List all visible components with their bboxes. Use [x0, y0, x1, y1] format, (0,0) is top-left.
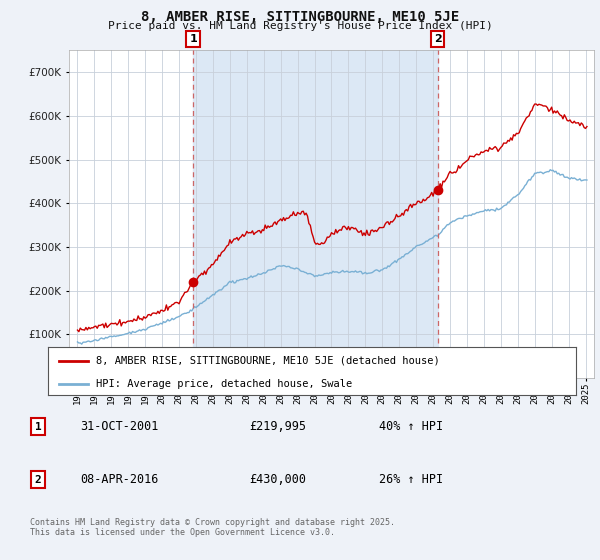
Text: £430,000: £430,000 [250, 473, 307, 486]
Text: HPI: Average price, detached house, Swale: HPI: Average price, detached house, Swal… [95, 379, 352, 389]
Text: Contains HM Land Registry data © Crown copyright and database right 2025.
This d: Contains HM Land Registry data © Crown c… [30, 518, 395, 538]
Text: 31-OCT-2001: 31-OCT-2001 [80, 420, 159, 433]
Text: 1: 1 [189, 34, 197, 44]
Text: Price paid vs. HM Land Registry's House Price Index (HPI): Price paid vs. HM Land Registry's House … [107, 21, 493, 31]
Bar [193, 50, 437, 378]
Text: 2: 2 [35, 475, 41, 485]
Text: 1: 1 [35, 422, 41, 432]
Text: £219,995: £219,995 [250, 420, 307, 433]
Text: 8, AMBER RISE, SITTINGBOURNE, ME10 5JE: 8, AMBER RISE, SITTINGBOURNE, ME10 5JE [141, 10, 459, 24]
Text: 08-APR-2016: 08-APR-2016 [80, 473, 159, 486]
Text: 40% ↑ HPI: 40% ↑ HPI [379, 420, 443, 433]
Text: 26% ↑ HPI: 26% ↑ HPI [379, 473, 443, 486]
Text: 8, AMBER RISE, SITTINGBOURNE, ME10 5JE (detached house): 8, AMBER RISE, SITTINGBOURNE, ME10 5JE (… [95, 356, 439, 366]
Text: 2: 2 [434, 34, 442, 44]
